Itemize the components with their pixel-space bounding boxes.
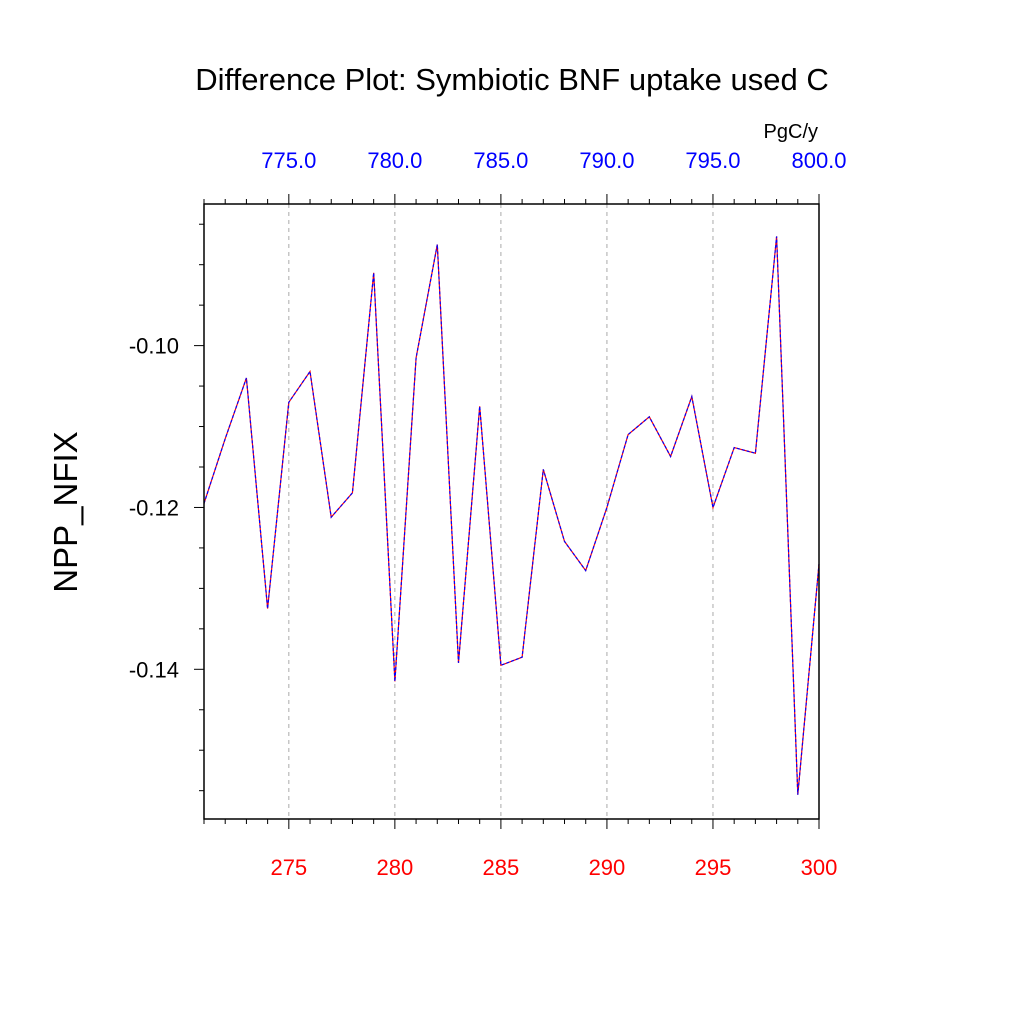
x-tick-label: 290: [589, 855, 626, 880]
top-axis-unit: PgC/y: [764, 121, 818, 143]
top-tick-label: 800.0: [791, 148, 846, 173]
chart-title: Difference Plot: Symbiotic BNF uptake us…: [195, 62, 829, 97]
top-tick-label: 795.0: [685, 148, 740, 173]
x-tick-label: 295: [695, 855, 732, 880]
x-tick-label: 275: [270, 855, 307, 880]
grid-lines: [288, 204, 714, 819]
series-line: [203, 236, 820, 795]
y-axis-label: NPP_NFIX: [47, 431, 84, 592]
top-tick-label: 790.0: [579, 148, 634, 173]
series-lines: [203, 236, 820, 795]
y-tick-label: -0.12: [129, 495, 179, 520]
x-tick-label: 285: [483, 855, 520, 880]
y-tick-label: -0.14: [129, 657, 179, 682]
y-tick-label: -0.10: [129, 334, 179, 359]
axes: [194, 194, 820, 829]
plot-frame: [203, 203, 820, 820]
top-tick-label: 780.0: [367, 148, 422, 173]
top-tick-label: 785.0: [473, 148, 528, 173]
x-tick-label: 300: [801, 855, 838, 880]
top-tick-label: 775.0: [261, 148, 316, 173]
tick-labels: 275 280 285 290 295 300 775.0 780.0 785.0 790.0 79…: [129, 148, 847, 880]
series-line: [203, 236, 820, 795]
x-tick-label: 280: [377, 855, 414, 880]
